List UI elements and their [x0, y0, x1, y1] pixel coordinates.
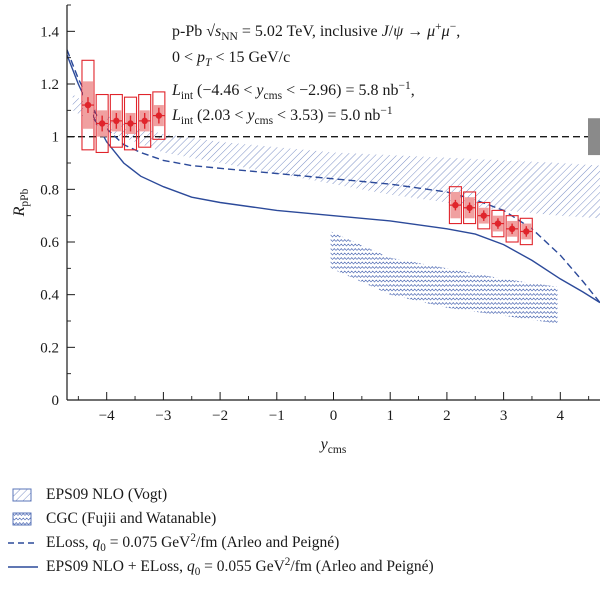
- band-eps09: [72, 94, 600, 219]
- data-point-forward: [519, 217, 533, 246]
- band-cgc: [330, 231, 558, 324]
- x-tick-label: 3: [500, 408, 508, 424]
- curve-eps09-eloss: [67, 54, 600, 304]
- legend-symbol-wave-hatch: [4, 508, 40, 530]
- legend-symbol-dashed-line: [4, 532, 40, 554]
- plot-area: [67, 49, 600, 324]
- data-point-backward: [152, 91, 166, 140]
- legend-symbol-graphic: [12, 512, 32, 526]
- data-point-backward: [95, 93, 109, 154]
- data-marker: [98, 120, 106, 127]
- data-point-forward: [491, 209, 505, 238]
- data-point-backward: [109, 93, 123, 148]
- data-marker: [113, 117, 120, 125]
- y-tick-label: 0.8: [40, 182, 59, 198]
- data-point-forward: [463, 191, 477, 225]
- global-uncertainty-box: [588, 118, 600, 156]
- y-tick-label: 1: [52, 130, 60, 146]
- legend-item-eloss: ELoss, q0 = 0.075 GeV2/fm (Arleo and Pei…: [0, 532, 339, 554]
- legend-label-cgc: CGC (Fujii and Watanable): [46, 510, 217, 527]
- axes: −4 −3 −2 −1 0 1 2 3 4 0 0.2 0.4 0.6 0.8 1 1.2 1.4 ycms RpP…: [11, 4, 600, 456]
- data-marker: [466, 204, 473, 211]
- x-tick-label: −2: [212, 408, 228, 424]
- data-marker: [127, 120, 134, 127]
- legend-item-vogt: EPS09 NLO (Vogt): [0, 484, 167, 506]
- x-tick-label: 4: [557, 408, 565, 424]
- data-marker: [452, 201, 459, 209]
- chart-annotation: p-Pb √sNN = 5.02 TeV, inclusive J/ψ → μ+…: [171, 21, 460, 127]
- x-tick-label: 1: [386, 408, 394, 424]
- data-point-forward: [477, 201, 491, 230]
- data-marker: [141, 117, 148, 125]
- data-point-forward: [448, 186, 462, 225]
- data-marker: [84, 101, 92, 109]
- annotation-line-1: p-Pb √sNN = 5.02 TeV, inclusive J/ψ → μ+…: [172, 21, 460, 43]
- x-axis-label: ycms: [319, 436, 347, 456]
- y-axis-label: RpPb: [11, 188, 31, 217]
- data-marker: [155, 112, 163, 119]
- legend-symbol-diagonal-hatch: [4, 484, 40, 506]
- y-tick-label: 1.2: [40, 77, 59, 93]
- legend-item-cgc: CGC (Fujii and Watanable): [0, 508, 216, 530]
- annotation-line-4: Lint (2.03 < ycms < 3.53) = 5.0 nb−1: [171, 105, 393, 127]
- x-tick-label: −3: [155, 408, 171, 424]
- legend-symbol-solid-line: [4, 556, 40, 578]
- legend-label-eps09-eloss: EPS09 NLO + ELoss, q0 = 0.055 GeV2/fm (A…: [46, 555, 434, 579]
- y-tick-label: 1.4: [40, 24, 59, 40]
- data-point-backward: [81, 59, 95, 151]
- x-tick-label: 0: [330, 408, 338, 424]
- legend-symbol-graphic: [12, 488, 32, 502]
- data-point-forward: [505, 215, 519, 243]
- chart: −4 −3 −2 −1 0 1 2 3 4 0 0.2 0.4 0.6 0.8 1 1.2 1.4 ycms RpP…: [11, 4, 600, 456]
- x-tick-label: −1: [269, 408, 285, 424]
- x-tick-label: −4: [99, 408, 115, 424]
- y-tick-label: 0.6: [40, 235, 59, 251]
- y-tick-label: 0.2: [40, 340, 59, 356]
- y-tick-label: 0.4: [40, 288, 59, 304]
- data-marker: [480, 212, 487, 219]
- y-tick-label: 0: [52, 393, 60, 409]
- data-marker: [523, 228, 530, 235]
- legend-swatch: [12, 488, 32, 502]
- legend-label-eloss: ELoss, q0 = 0.075 GeV2/fm (Arleo and Pei…: [46, 531, 340, 555]
- legend-item-eps09-eloss: EPS09 NLO + ELoss, q0 = 0.055 GeV2/fm (A…: [0, 556, 434, 578]
- x-tick-label: 2: [443, 408, 451, 424]
- data-point-backward: [123, 96, 138, 151]
- data-marker: [494, 220, 502, 227]
- legend-symbol-graphic: [8, 566, 38, 568]
- legend-label-vogt: EPS09 NLO (Vogt): [46, 486, 168, 503]
- annotation-line-2: 0 < pT < 15 GeV/c: [172, 49, 290, 69]
- data-point-backward: [138, 93, 152, 148]
- annotation-line-3: Lint (−4.46 < ycms < −2.96) = 5.8 nb−1,: [171, 80, 415, 102]
- data-marker: [508, 225, 516, 233]
- legend-symbol-graphic: [8, 542, 38, 544]
- legend-swatch: [12, 512, 32, 526]
